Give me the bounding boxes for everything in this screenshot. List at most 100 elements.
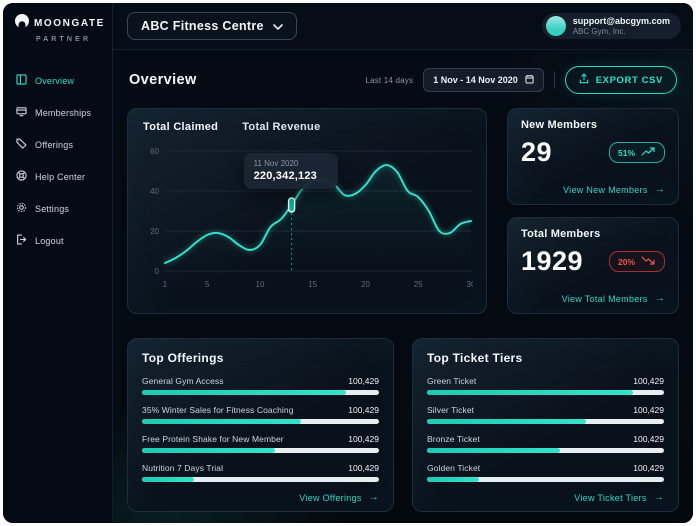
svg-text:10: 10 xyxy=(256,280,265,289)
offering-value: 100,429 xyxy=(348,434,379,444)
page-title: Overview xyxy=(129,72,197,88)
offering-label: Nutrition 7 Days Trial xyxy=(142,463,224,473)
export-csv-label: EXPORT CSV xyxy=(595,74,663,86)
new-members-card: New Members 29 51% View New Members → xyxy=(507,108,679,205)
view-new-members-link[interactable]: View New Members → xyxy=(521,184,665,195)
export-csv-button[interactable]: EXPORT CSV xyxy=(564,66,677,94)
view-link-label: View New Members xyxy=(563,184,648,195)
offering-row: Free Protein Shake for New Member 100,429 xyxy=(142,434,379,453)
progress-bar xyxy=(142,419,379,424)
stat-title: New Members xyxy=(521,119,598,131)
user-email: support@abcgym.com xyxy=(572,15,670,26)
sidebar-item-overview[interactable]: Overview xyxy=(16,72,112,90)
progress-bar xyxy=(142,448,379,453)
chart-tabs: Total Claimed Total Revenue xyxy=(143,121,471,133)
view-offerings-link[interactable]: View Offerings → xyxy=(142,492,379,503)
trend-badge-down: 20% xyxy=(608,251,665,272)
progress-bar xyxy=(427,419,664,424)
progress-bar xyxy=(427,477,664,482)
line-chart-area[interactable]: 0204060151015202530 11 Nov 2020 220,342,… xyxy=(141,141,476,291)
content: Overview Last 14 days 1 Nov - 14 Nov 202… xyxy=(113,50,693,523)
settings-icon xyxy=(16,200,27,218)
date-range-value: 1 Nov - 14 Nov 2020 xyxy=(433,75,518,85)
sidebar-nav: Overview Memberships Offerings Help Cent… xyxy=(3,50,112,264)
offering-label: General Gym Access xyxy=(142,376,224,386)
tier-row: Green Ticket 100,429 xyxy=(427,376,664,395)
main-area: ABC Fitness Centre support@abcgym.com AB… xyxy=(113,3,693,523)
view-ticket-tiers-link[interactable]: View Ticket Tiers → xyxy=(427,492,664,503)
progress-bar xyxy=(142,390,379,395)
top-ticket-tiers-card: Top Ticket Tiers Green Ticket 100,429 Sil… xyxy=(412,338,679,512)
progress-bar xyxy=(142,477,379,482)
tab-total-revenue[interactable]: Total Revenue xyxy=(242,121,321,133)
offering-row: General Gym Access 100,429 xyxy=(142,376,379,395)
sidebar-item-help-center[interactable]: Help Center xyxy=(16,168,112,186)
org-selector-dropdown[interactable]: ABC Fitness Centre xyxy=(127,12,297,40)
memberships-icon xyxy=(16,104,27,122)
top-ticket-tiers-title: Top Ticket Tiers xyxy=(427,351,523,365)
tab-total-claimed[interactable]: Total Claimed xyxy=(143,121,219,133)
svg-text:40: 40 xyxy=(150,187,159,196)
offering-label: Free Protein Shake for New Member xyxy=(142,434,284,444)
svg-text:15: 15 xyxy=(308,280,317,289)
svg-text:25: 25 xyxy=(414,280,423,289)
user-account-pill[interactable]: support@abcgym.com ABC Gym, Inc. xyxy=(541,12,681,40)
tooltip-date: 11 Nov 2020 xyxy=(253,159,299,168)
top-offerings-card: Top Offerings General Gym Access 100,429 … xyxy=(127,338,394,512)
stats-column: New Members 29 51% View New Members → xyxy=(507,108,679,314)
tier-value: 100,429 xyxy=(633,434,664,444)
sidebar-item-label: Memberships xyxy=(35,108,92,118)
arrow-right-icon: → xyxy=(653,492,664,503)
sidebar: MOONGATE PARTNER Overview Memberships Of… xyxy=(3,3,113,523)
chevron-down-icon xyxy=(272,19,283,33)
date-range-picker[interactable]: 1 Nov - 14 Nov 2020 xyxy=(423,68,544,92)
sidebar-item-label: Help Center xyxy=(35,172,86,182)
badge-percent: 51% xyxy=(617,147,635,158)
view-link-label: View Offerings xyxy=(299,492,362,503)
tier-label: Golden Ticket xyxy=(427,463,481,473)
sidebar-item-label: Settings xyxy=(35,204,70,214)
offering-label: 35% Winter Sales for Fitness Coaching xyxy=(142,405,294,415)
sidebar-item-label: Offerings xyxy=(35,140,74,150)
tier-value: 100,429 xyxy=(633,376,664,386)
new-members-value: 29 xyxy=(521,137,553,167)
top-grid: Total Claimed Total Revenue 0 20 40 60 1 5 10 1… xyxy=(127,108,679,314)
sidebar-item-settings[interactable]: Settings xyxy=(16,200,112,218)
org-selector-label: ABC Fitness Centre xyxy=(141,19,264,33)
svg-text:30: 30 xyxy=(467,280,473,289)
brand-name: MOONGATE xyxy=(34,18,105,29)
calendar-icon xyxy=(525,74,534,86)
tier-value: 100,429 xyxy=(633,463,664,473)
svg-text:20: 20 xyxy=(361,280,370,289)
brand-tagline: PARTNER xyxy=(36,36,92,43)
overview-icon xyxy=(16,72,27,90)
offering-value: 100,429 xyxy=(348,376,379,386)
content-header: Overview Last 14 days 1 Nov - 14 Nov 202… xyxy=(129,66,677,94)
brand-logo: MOONGATE PARTNER xyxy=(3,3,112,50)
view-link-label: View Ticket Tiers xyxy=(574,492,647,503)
trend-up-icon xyxy=(641,147,656,158)
bottom-grid: Top Offerings General Gym Access 100,429 … xyxy=(127,338,679,512)
view-total-members-link[interactable]: View Total Members → xyxy=(521,293,665,304)
svg-text:20: 20 xyxy=(150,227,159,236)
offering-value: 100,429 xyxy=(348,405,379,415)
svg-text:5: 5 xyxy=(205,280,210,289)
sidebar-item-offerings[interactable]: Offerings xyxy=(16,136,112,154)
view-link-label: View Total Members xyxy=(561,293,648,304)
sidebar-item-logout[interactable]: Logout xyxy=(16,232,112,250)
sidebar-item-label: Logout xyxy=(35,236,64,246)
sidebar-item-memberships[interactable]: Memberships xyxy=(16,104,112,122)
tier-value: 100,429 xyxy=(633,405,664,415)
avatar xyxy=(545,16,566,36)
arrow-right-icon: → xyxy=(368,492,379,503)
badge-percent: 20% xyxy=(617,256,635,267)
user-company: ABC Gym, Inc. xyxy=(572,26,626,36)
offering-row: Nutrition 7 Days Trial 100,429 xyxy=(142,463,379,482)
range-label: Last 14 days xyxy=(365,75,414,85)
chart-tooltip: 11 Nov 2020 220,342,123 xyxy=(243,153,338,189)
help-center-icon xyxy=(16,168,27,186)
top-offerings-title: Top Offerings xyxy=(142,351,224,365)
trend-down-icon xyxy=(641,256,656,267)
claims-chart-card: Total Claimed Total Revenue 0 20 40 60 1 5 10 1… xyxy=(127,108,487,314)
total-members-value: 1929 xyxy=(521,246,584,276)
